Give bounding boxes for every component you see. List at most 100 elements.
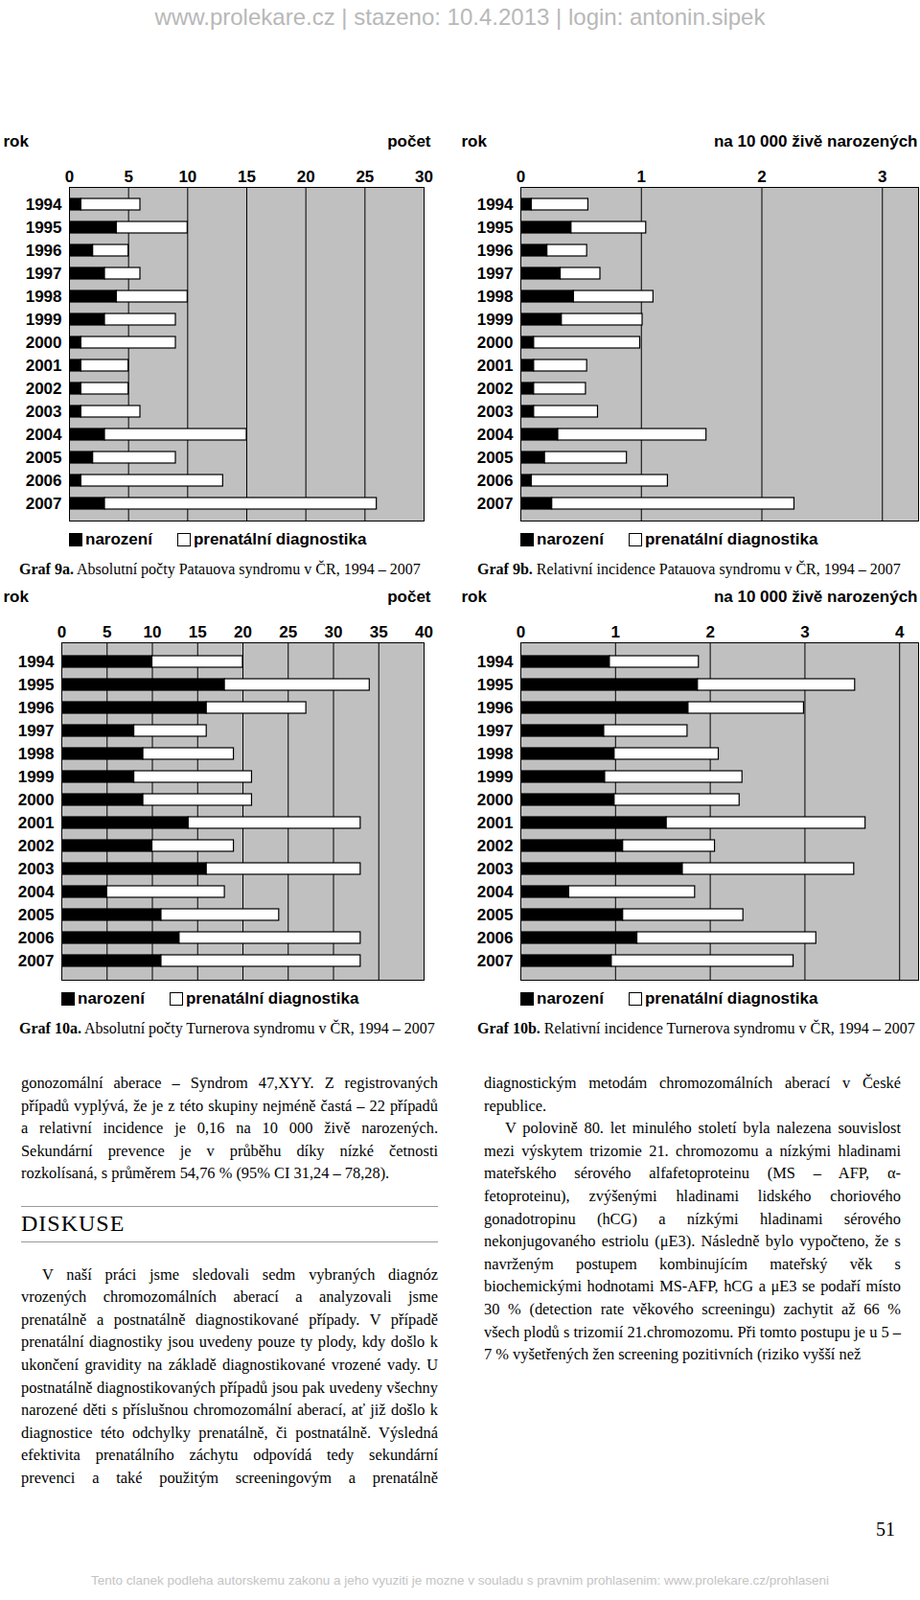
svg-text:rok: rok [461, 132, 488, 151]
html-text:www.prolekare.cz | stazeno: 10: www.prolekare.cz | stazeno: 10.4.2013 | … [154, 3, 766, 30]
html-text:V polovině 80. let minulého st: V polovině 80. let minulého století byla… [483, 1118, 901, 1363]
svg-text:1998: 1998 [18, 744, 55, 763]
svg-text:10: 10 [143, 622, 162, 642]
svg-text:2004: 2004 [25, 425, 63, 444]
html-text:prenatální diagnostika: prenatální diagnostika [644, 529, 818, 549]
svg-text:0: 0 [516, 622, 526, 642]
svg-text:2000: 2000 [18, 790, 55, 809]
html-text:narození: narození [85, 529, 153, 549]
svg-text:2001: 2001 [477, 813, 514, 832]
svg-text:1994: 1994 [477, 195, 514, 214]
svg-text:1995: 1995 [25, 218, 63, 237]
html-text:prenatální diagnostika: prenatální diagnostika [193, 529, 367, 549]
svg-text:2005: 2005 [477, 905, 514, 924]
svg-text:2005: 2005 [25, 448, 63, 467]
svg-text:1: 1 [611, 622, 621, 642]
svg-text:2006: 2006 [25, 471, 63, 490]
svg-text:1994: 1994 [18, 652, 55, 671]
html-text:DISKUSE: DISKUSE [21, 1210, 125, 1236]
svg-text:2002: 2002 [477, 836, 514, 855]
svg-text:2004: 2004 [477, 425, 514, 444]
svg-text:1995: 1995 [477, 675, 514, 694]
svg-text:2005: 2005 [18, 905, 55, 924]
svg-text:2000: 2000 [477, 790, 514, 809]
svg-text:1999: 1999 [18, 767, 55, 786]
svg-text:2000: 2000 [477, 333, 514, 352]
svg-text:0: 0 [57, 622, 67, 642]
svg-text:2002: 2002 [18, 836, 55, 855]
svg-text:1996: 1996 [477, 698, 514, 717]
svg-text:na 10 000 živě narozených: na 10 000 živě narozených [713, 132, 919, 151]
svg-text:1999: 1999 [477, 767, 514, 786]
svg-text:35: 35 [369, 622, 389, 642]
svg-text:2006: 2006 [477, 928, 514, 947]
svg-text:1998: 1998 [25, 287, 63, 306]
svg-text:2007: 2007 [25, 494, 63, 513]
svg-text:1994: 1994 [477, 652, 514, 671]
svg-text:2002: 2002 [25, 379, 63, 398]
svg-text:1999: 1999 [477, 310, 514, 329]
svg-text:1997: 1997 [18, 721, 55, 740]
svg-text:5: 5 [102, 622, 112, 642]
svg-text:25: 25 [355, 167, 374, 186]
svg-text:2006: 2006 [477, 471, 514, 490]
svg-text:15: 15 [237, 167, 256, 186]
svg-text:2007: 2007 [477, 951, 514, 970]
svg-text:2000: 2000 [25, 333, 63, 352]
svg-text:1: 1 [637, 167, 646, 186]
svg-text:2001: 2001 [477, 356, 514, 375]
svg-text:1997: 1997 [477, 264, 514, 283]
svg-text:počet: počet [387, 132, 432, 151]
svg-text:20: 20 [233, 622, 253, 642]
html-text:narození: narození [77, 989, 145, 1008]
svg-text:1995: 1995 [18, 675, 55, 694]
svg-text:3: 3 [800, 622, 809, 642]
svg-text:30: 30 [324, 622, 344, 642]
html-text:V naší práci jsme sledovali se: V naší práci jsme sledovali sedm vybraný… [21, 1073, 901, 1487]
svg-text:4: 4 [895, 622, 905, 642]
svg-text:25: 25 [278, 622, 298, 642]
svg-text:rok: rok [461, 587, 488, 606]
svg-text:2004: 2004 [477, 882, 514, 901]
svg-text:1996: 1996 [25, 241, 63, 260]
svg-text:1998: 1998 [477, 287, 514, 306]
svg-text:2005: 2005 [477, 448, 514, 467]
svg-text:2007: 2007 [477, 494, 514, 513]
html-text:narození: narození [536, 529, 604, 549]
svg-text:počet: počet [387, 587, 432, 606]
svg-text:1994: 1994 [25, 195, 63, 214]
svg-text:2004: 2004 [18, 882, 55, 901]
svg-text:0: 0 [516, 167, 526, 186]
svg-text:5: 5 [123, 167, 133, 186]
svg-text:2: 2 [705, 622, 714, 642]
svg-text:0: 0 [65, 167, 74, 186]
svg-text:1997: 1997 [25, 264, 63, 283]
svg-text:na 10 000 živě narozených: na 10 000 živě narozených [713, 587, 919, 606]
svg-text:1995: 1995 [477, 218, 514, 237]
svg-text:2003: 2003 [477, 402, 514, 421]
svg-text:1997: 1997 [477, 721, 514, 740]
svg-text:2001: 2001 [18, 813, 55, 832]
svg-text:2003: 2003 [18, 859, 55, 878]
svg-text:2002: 2002 [477, 379, 514, 398]
svg-text:1999: 1999 [25, 310, 63, 329]
html-text:51: 51 [875, 1518, 896, 1540]
svg-text:2006: 2006 [18, 928, 55, 947]
svg-text:1996: 1996 [18, 698, 55, 717]
svg-text:2003: 2003 [477, 859, 514, 878]
svg-text:20: 20 [297, 167, 316, 186]
svg-text:1996: 1996 [477, 241, 514, 260]
svg-text:10: 10 [178, 167, 197, 186]
svg-text:1998: 1998 [477, 744, 514, 763]
svg-text:2003: 2003 [25, 402, 63, 421]
svg-text:rok: rok [3, 587, 30, 606]
svg-text:2007: 2007 [18, 951, 55, 970]
svg-text:2: 2 [757, 167, 766, 186]
svg-text:40: 40 [414, 622, 434, 642]
html-text:gonozomální aberace – Syndrom: gonozomální aberace – Syndrom 47,XYY. Z … [21, 1073, 438, 1183]
svg-text:rok: rok [3, 132, 30, 151]
svg-text:3: 3 [877, 167, 887, 186]
svg-text:2001: 2001 [25, 356, 63, 375]
svg-text:30: 30 [414, 167, 434, 186]
svg-text:15: 15 [188, 622, 207, 642]
